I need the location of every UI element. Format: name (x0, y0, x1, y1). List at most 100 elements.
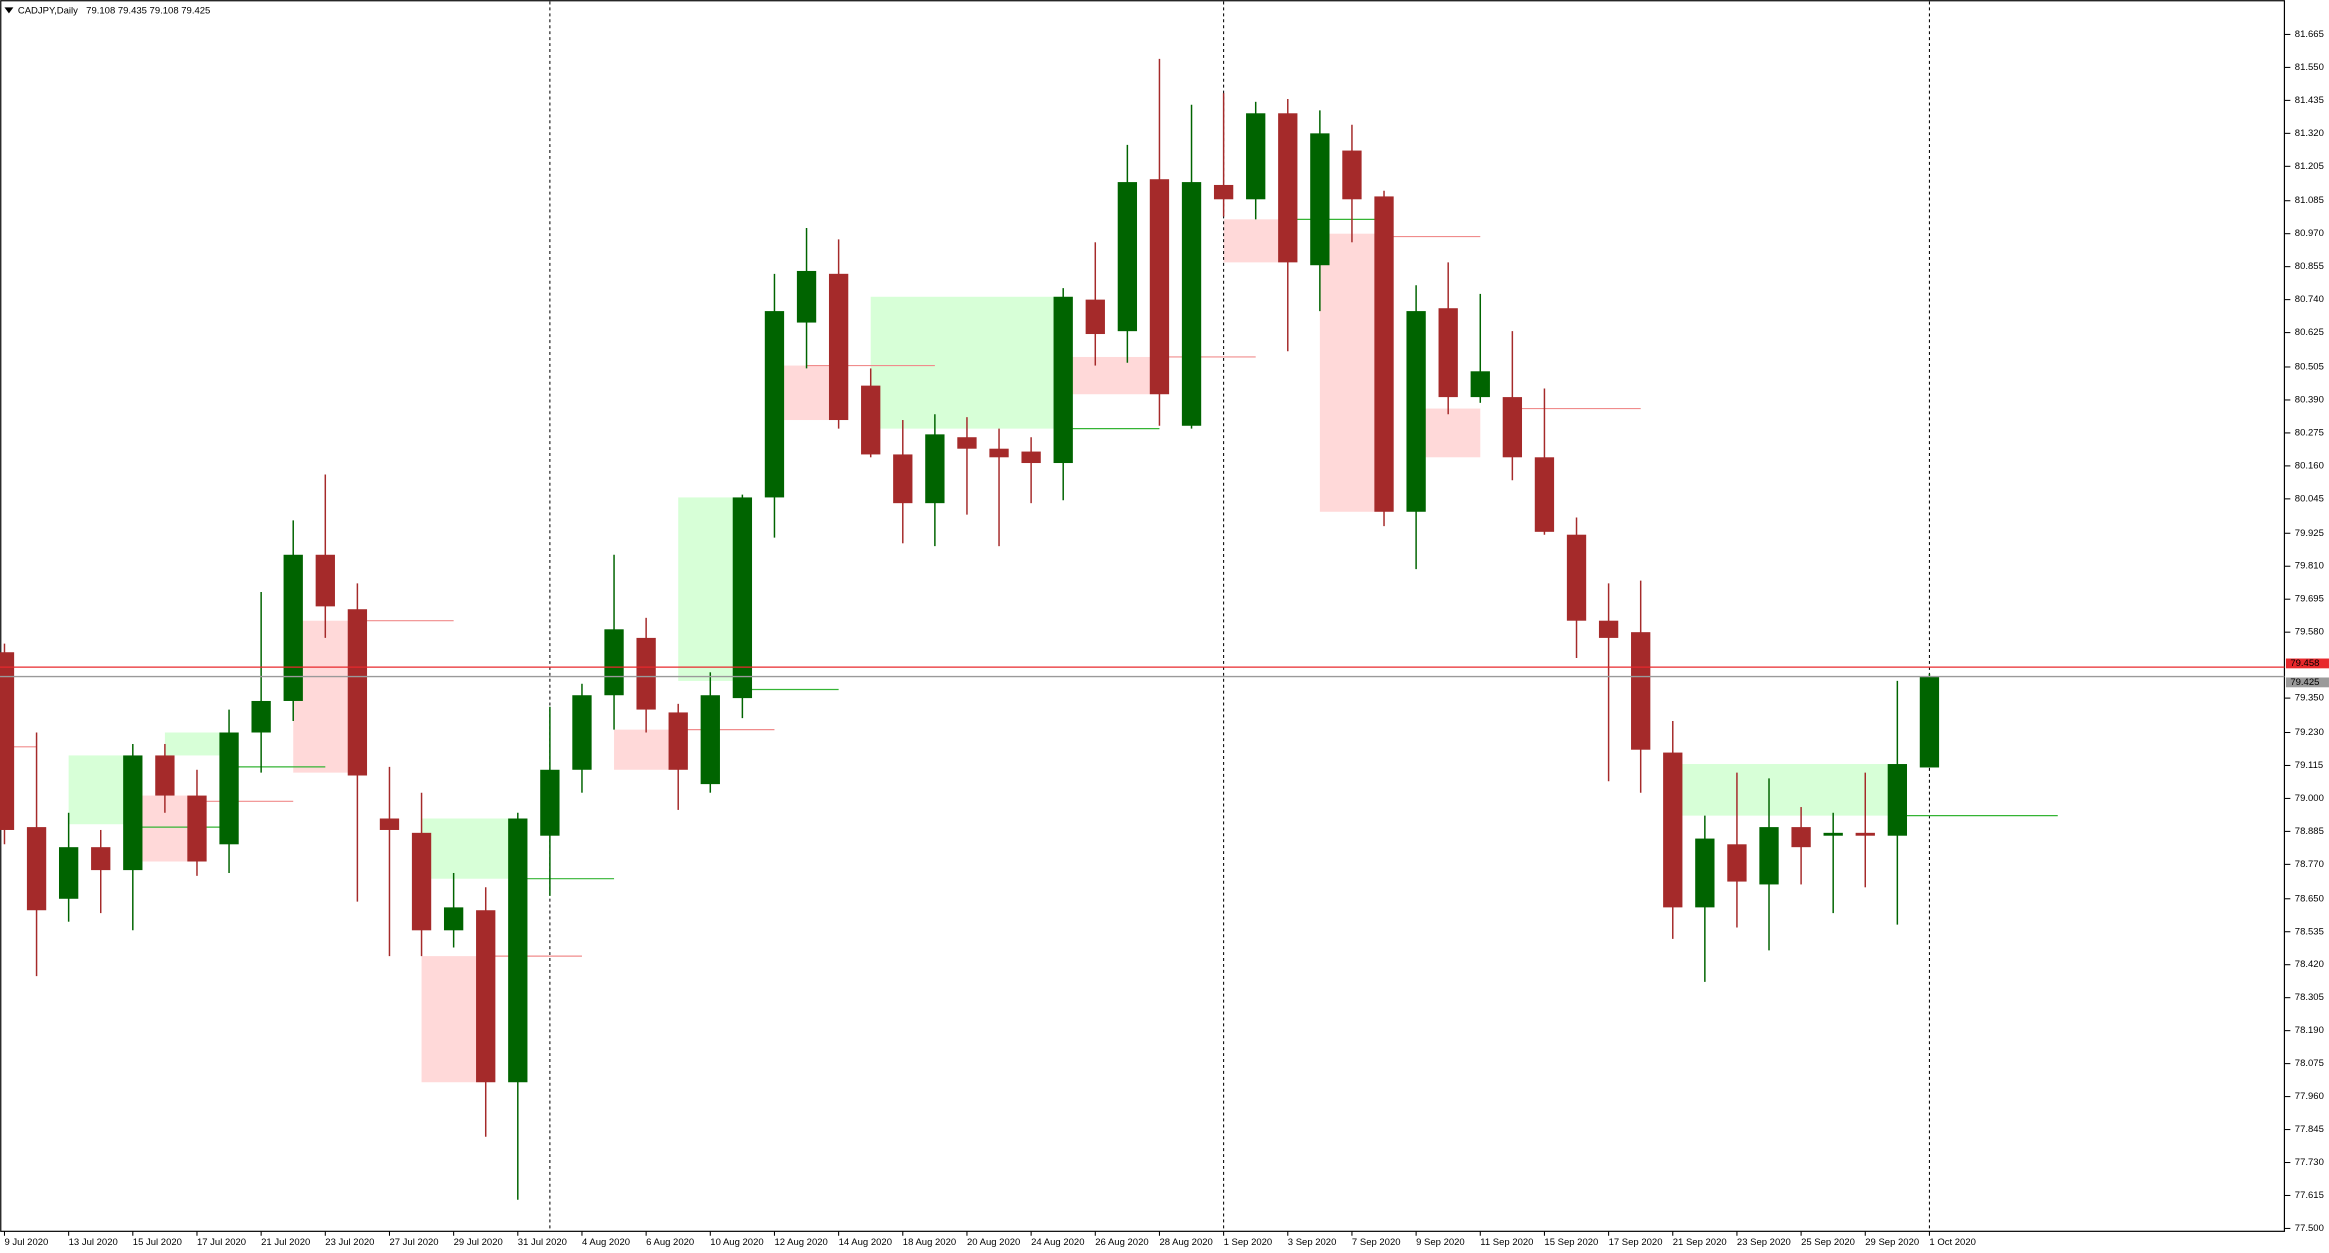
x-tick-label: 18 Aug 2020 (903, 1237, 956, 1248)
y-tick-label: 78.885 (2295, 826, 2324, 837)
candle-body (1246, 113, 1266, 200)
candle-body (1631, 632, 1651, 750)
candle-body (989, 448, 1009, 458)
candle-body (411, 832, 432, 931)
y-tick-label: 80.505 (2295, 362, 2324, 373)
ask-label: 79.458 (2290, 658, 2319, 669)
candle-body (508, 818, 528, 1083)
candle-body (1213, 184, 1234, 200)
x-tick-label: 20 Aug 2020 (967, 1237, 1020, 1248)
x-tick-label: 13 Jul 2020 (69, 1237, 118, 1248)
candle-body (1695, 838, 1715, 908)
y-tick-label: 79.695 (2295, 594, 2324, 605)
x-tick-label: 28 Aug 2020 (1159, 1237, 1212, 1248)
candle-body (1021, 451, 1041, 464)
x-tick-label: 9 Jul 2020 (4, 1237, 48, 1248)
candle-body (0, 652, 15, 830)
x-tick-label: 1 Oct 2020 (1929, 1237, 1975, 1248)
x-tick-label: 26 Aug 2020 (1095, 1237, 1148, 1248)
candle-body (379, 818, 400, 830)
x-tick-label: 31 Jul 2020 (518, 1237, 567, 1248)
candle-body (1502, 397, 1523, 458)
y-tick-label: 79.115 (2295, 760, 2323, 771)
y-tick-label: 78.420 (2295, 959, 2324, 970)
y-tick-label: 79.925 (2295, 528, 2324, 539)
y-tick-label: 79.580 (2295, 627, 2324, 638)
plot-frame (0, 0, 2286, 1232)
candle-body (1117, 182, 1138, 332)
y-tick-label: 78.190 (2295, 1025, 2324, 1036)
candle-body (26, 827, 47, 911)
y-tick-label: 80.625 (2295, 327, 2324, 338)
candle-body (1855, 832, 1875, 836)
bid-tag (2285, 677, 2329, 688)
y-tick-label: 81.435 (2295, 95, 2324, 106)
candle-body (1791, 827, 1811, 848)
candle-body (1919, 676, 1940, 768)
y-tick-label: 80.740 (2295, 294, 2324, 305)
candle-body (1727, 844, 1747, 882)
candle-body (668, 712, 688, 770)
candle-body (476, 910, 496, 1083)
candle-body (604, 629, 624, 696)
signal-zone (870, 296, 1064, 429)
candle-body (828, 273, 849, 421)
y-tick-label: 79.230 (2295, 727, 2324, 738)
y-tick-label: 81.205 (2295, 161, 2324, 172)
ask-tag (2285, 658, 2329, 669)
x-tick-label: 23 Jul 2020 (325, 1237, 374, 1248)
x-tick-label: 7 Sep 2020 (1352, 1237, 1401, 1248)
menu-triangle[interactable] (4, 7, 14, 14)
y-tick-label: 79.000 (2295, 793, 2324, 804)
candle-body (1149, 179, 1170, 395)
candle-body (764, 311, 785, 498)
y-tick-label: 77.730 (2295, 1157, 2324, 1168)
x-tick-label: 15 Jul 2020 (133, 1237, 182, 1248)
candle-body (796, 270, 817, 323)
signal-zone (1063, 356, 1160, 395)
candle-body (1823, 832, 1843, 836)
y-tick-label: 78.770 (2295, 859, 2324, 870)
y-tick-label: 80.855 (2295, 261, 2324, 272)
x-tick-label: 10 Aug 2020 (710, 1237, 763, 1248)
signal-zone (421, 818, 518, 879)
candle-body (187, 795, 207, 862)
candle-body (1470, 371, 1490, 398)
x-tick-label: 14 Aug 2020 (839, 1237, 892, 1248)
signal-zone (614, 729, 679, 770)
candle-body (1278, 113, 1298, 263)
candle-body (1310, 133, 1330, 266)
candle-body (1406, 311, 1426, 512)
chart-title: CADJPY,Daily (18, 6, 78, 17)
x-tick-label: 11 Sep 2020 (1480, 1237, 1533, 1248)
y-tick-label: 78.650 (2295, 893, 2324, 904)
candle-body (58, 847, 79, 899)
y-tick-label: 81.665 (2295, 29, 2324, 40)
x-tick-label: 6 Aug 2020 (646, 1237, 694, 1248)
x-tick-label: 12 Aug 2020 (774, 1237, 827, 1248)
x-tick-label: 9 Sep 2020 (1416, 1237, 1465, 1248)
candle-body (283, 554, 303, 701)
x-tick-label: 3 Sep 2020 (1288, 1237, 1337, 1248)
candle-body (1053, 296, 1073, 464)
signal-zone (1223, 219, 1288, 263)
x-tick-label: 25 Sep 2020 (1801, 1237, 1855, 1248)
candle-body (861, 385, 881, 455)
y-tick-label: 79.350 (2295, 693, 2324, 704)
x-tick-label: 27 Jul 2020 (389, 1237, 438, 1248)
y-tick-label: 78.305 (2295, 992, 2324, 1003)
x-tick-label: 1 Sep 2020 (1224, 1237, 1273, 1248)
signal-zone (774, 365, 839, 421)
y-tick-label: 78.535 (2295, 926, 2324, 937)
candle-body (1759, 827, 1779, 885)
candle-body (91, 847, 111, 871)
candle-body (893, 454, 913, 504)
x-tick-label: 24 Aug 2020 (1031, 1237, 1084, 1248)
y-tick-label: 77.615 (2295, 1190, 2324, 1201)
x-tick-label: 4 Aug 2020 (582, 1237, 630, 1248)
y-tick-label: 77.500 (2295, 1223, 2324, 1234)
signal-zone (421, 956, 486, 1083)
candle-body (347, 609, 368, 776)
x-tick-label: 15 Sep 2020 (1544, 1237, 1598, 1248)
y-tick-label: 80.970 (2295, 228, 2324, 239)
